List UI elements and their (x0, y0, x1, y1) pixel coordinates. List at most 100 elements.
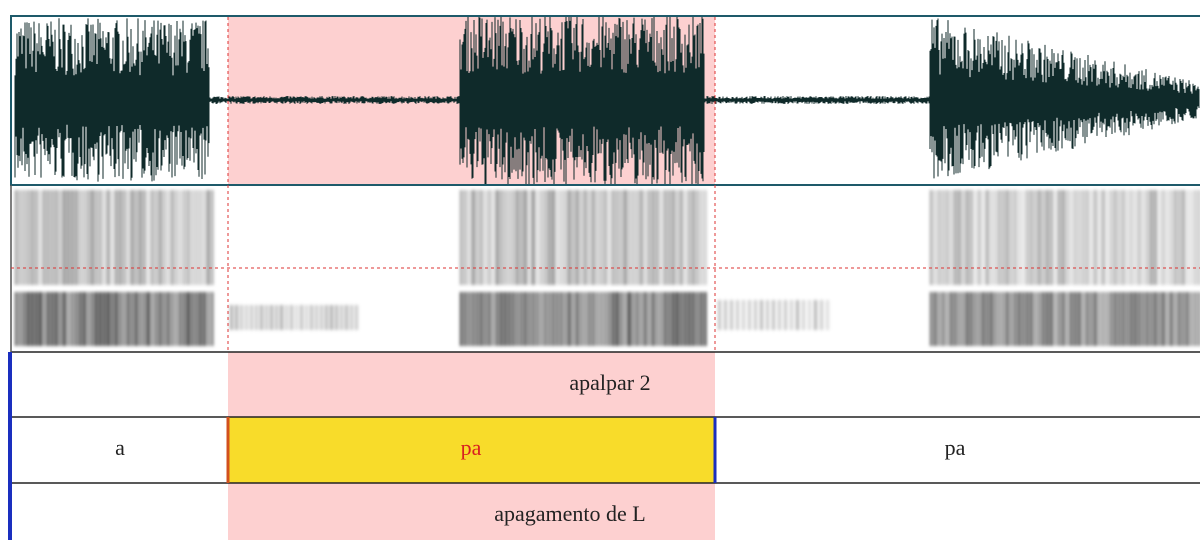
spectrogram-cell (95, 292, 98, 346)
spectrogram-cell (47, 190, 50, 285)
spectrogram-cell (119, 190, 122, 285)
spectrogram-cell (39, 292, 42, 346)
spectrogram-cell (270, 305, 273, 330)
spectrogram-cell (175, 292, 178, 346)
spectrogram-cell (23, 292, 26, 346)
spectrogram-cell (536, 292, 539, 346)
spectrogram-cell (484, 292, 487, 346)
spectrogram-cell (1154, 190, 1157, 285)
spectrogram-cell (460, 292, 463, 346)
spectrogram-cell (151, 292, 154, 346)
interval-label[interactable]: a (115, 435, 125, 460)
spectrogram-cell (592, 292, 595, 346)
spectrogram-cell (199, 190, 202, 285)
spectrogram-cell (147, 190, 150, 285)
spectrogram-cell (131, 190, 134, 285)
spectrogram-cell (640, 292, 643, 346)
spectrogram-cell (998, 190, 1001, 285)
spectrogram-cell (1130, 190, 1133, 285)
spectrogram-cell (19, 292, 22, 346)
spectrogram-cell (315, 305, 318, 330)
spectrogram-cell (796, 300, 799, 330)
spectrogram-cell (1050, 292, 1053, 346)
spectrogram-cell (1190, 190, 1193, 285)
spectrogram-cell (536, 190, 539, 285)
spectrogram-cell (265, 305, 268, 330)
spectrogram-cell (275, 305, 278, 330)
spectrogram-cell (155, 292, 158, 346)
spectrogram-cell (195, 190, 198, 285)
spectrogram-cell (688, 292, 691, 346)
spectrogram-cell (1078, 292, 1081, 346)
spectrogram-cell (464, 190, 467, 285)
spectrogram-cell (1058, 292, 1061, 346)
spectrogram-cell (500, 190, 503, 285)
spectrogram-cell (820, 300, 823, 330)
spectrogram-cell (628, 190, 631, 285)
spectrogram-cell (480, 292, 483, 346)
spectrogram-cell (1170, 190, 1173, 285)
spectrogram-cell (644, 292, 647, 346)
spectrogram-cell (127, 292, 130, 346)
spectrogram-cell (79, 190, 82, 285)
spectrogram-cell (596, 292, 599, 346)
spectrogram-cell (1046, 292, 1049, 346)
spectrogram-cell (320, 305, 323, 330)
tier-label[interactable]: apalpar 2 (569, 370, 650, 395)
spectrogram-cell (696, 190, 699, 285)
interval-label[interactable]: pa (461, 435, 482, 460)
spectrogram-cell (250, 305, 253, 330)
spectrogram-cell (31, 292, 34, 346)
spectrogram-cell (472, 292, 475, 346)
spectrogram-cell (742, 300, 745, 330)
interval-label[interactable]: pa (945, 435, 966, 460)
spectrogram-cell (280, 305, 283, 330)
spectrogram-cell (1078, 190, 1081, 285)
spectrogram-cell (31, 190, 34, 285)
spectrogram-cell (970, 292, 973, 346)
spectrogram-cell (67, 190, 70, 285)
spectrogram-cell (199, 292, 202, 346)
spectrogram-cell (191, 292, 194, 346)
spectrogram-cell (1106, 292, 1109, 346)
spectrogram-cell (1190, 292, 1193, 346)
spectrogram-cell (1166, 190, 1169, 285)
spectrogram-cell (1034, 292, 1037, 346)
spectrogram-cell (1090, 190, 1093, 285)
spectrogram-cell (143, 190, 146, 285)
spectrogram-cell (1014, 292, 1017, 346)
spectrogram-cell (696, 292, 699, 346)
spectrogram-cell (760, 300, 763, 330)
spectrogram-cell (1110, 292, 1113, 346)
spectrogram-cell (766, 300, 769, 330)
tier-label[interactable]: apagamento de L (494, 501, 646, 526)
spectrogram-cell (1094, 190, 1097, 285)
spectrogram-cell (612, 292, 615, 346)
spectrogram-cell (300, 305, 303, 330)
spectrogram-cell (1174, 190, 1177, 285)
spectrogram-cell (119, 292, 122, 346)
spectrogram-cell (664, 292, 667, 346)
spectrogram-cell (946, 292, 949, 346)
spectrogram-cell (1026, 292, 1029, 346)
spectrogram-cell (942, 190, 945, 285)
spectrogram-cell (962, 190, 965, 285)
spectrogram-cell (958, 190, 961, 285)
spectrogram-cell (43, 292, 46, 346)
spectrogram-cell (1086, 292, 1089, 346)
spectrogram-cell (1102, 292, 1105, 346)
spectrogram-cell (1066, 190, 1069, 285)
spectrogram-cell (1030, 190, 1033, 285)
spectrogram-cell (1118, 292, 1121, 346)
spectrogram-cell (692, 190, 695, 285)
spectrogram-cell (464, 292, 467, 346)
spectrogram-cell (187, 292, 190, 346)
spectrogram-cell (1158, 292, 1161, 346)
spectrogram-cell (648, 190, 651, 285)
spectrogram-cell (1162, 292, 1165, 346)
spectrogram-cell (730, 300, 733, 330)
spectrogram-cell (970, 190, 973, 285)
spectrogram-cell (934, 190, 937, 285)
spectrogram-cell (620, 190, 623, 285)
spectrogram-cell (508, 292, 511, 346)
